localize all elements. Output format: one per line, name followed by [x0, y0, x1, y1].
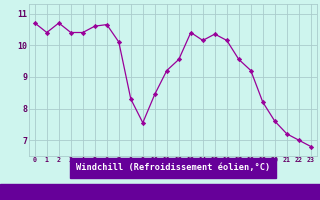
X-axis label: Windchill (Refroidissement éolien,°C): Windchill (Refroidissement éolien,°C) — [76, 163, 270, 172]
